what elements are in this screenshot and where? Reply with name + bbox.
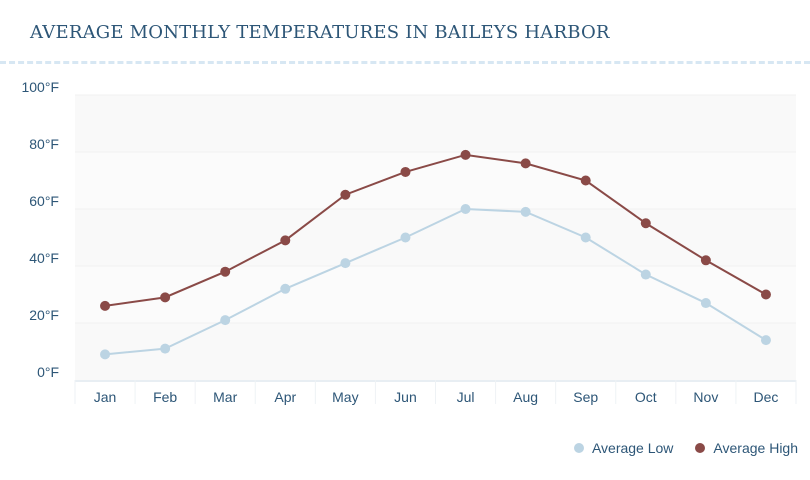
x-tick-label: Sep	[573, 389, 598, 405]
x-tick-label: Mar	[213, 389, 237, 405]
data-point-low	[460, 204, 471, 214]
data-point-low	[280, 283, 291, 294]
plot-band	[75, 152, 796, 209]
x-tick-label: Dec	[754, 389, 779, 405]
data-point-low	[340, 258, 351, 269]
data-point-low	[580, 232, 591, 243]
data-point-high	[760, 289, 771, 300]
chart-title: AVERAGE MONTHLY TEMPERATURES IN BAILEYS …	[30, 22, 610, 43]
data-point-high	[580, 175, 591, 186]
plot-band	[75, 266, 796, 323]
data-point-high	[700, 255, 711, 266]
x-tick-label: May	[332, 389, 358, 405]
data-point-high	[100, 300, 111, 311]
x-tick-label: Nov	[693, 389, 718, 405]
legend-item-low[interactable]: Average Low	[573, 440, 674, 456]
data-point-low	[100, 349, 111, 360]
x-tick-label: Feb	[153, 389, 177, 405]
x-tick-label: Oct	[635, 389, 657, 405]
y-tick-label: 40°F	[29, 250, 59, 266]
x-tick-label: Jan	[94, 389, 117, 405]
data-point-low	[700, 298, 711, 309]
data-point-high	[160, 292, 171, 303]
title-divider	[0, 61, 810, 64]
x-tick-label: Jun	[394, 389, 417, 405]
plot-band	[75, 95, 796, 152]
legend-item-high[interactable]: Average High	[695, 440, 798, 456]
data-point-high	[460, 149, 471, 160]
data-point-low	[220, 315, 231, 326]
plot-band	[75, 323, 796, 380]
x-tick-label: Apr	[274, 389, 296, 405]
data-point-low	[400, 232, 411, 243]
data-point-low	[640, 269, 651, 280]
data-point-low	[520, 206, 531, 217]
data-point-low	[760, 335, 771, 346]
series-line-high	[104, 153, 767, 307]
y-tick-label: 20°F	[29, 307, 59, 323]
data-point-high	[340, 189, 351, 200]
y-tick-label: 60°F	[29, 193, 59, 209]
data-point-high	[640, 218, 651, 229]
y-tick-label: 0°F	[37, 364, 59, 380]
legend-high-marker	[695, 443, 706, 453]
data-point-high	[400, 166, 411, 177]
x-tick-label: Aug	[513, 389, 538, 405]
legend: Average Low Average High	[573, 440, 798, 456]
data-point-high	[220, 266, 231, 277]
plot-band	[75, 209, 796, 266]
data-point-high	[520, 158, 531, 169]
series-line-low	[104, 207, 767, 356]
x-tick-label: Jul	[457, 389, 475, 405]
data-point-low	[160, 343, 171, 354]
legend-high-label: Average High	[713, 440, 798, 456]
y-tick-label: 100°F	[21, 79, 59, 95]
y-tick-label: 80°F	[29, 136, 59, 152]
data-point-high	[280, 235, 291, 246]
legend-low-label: Average Low	[591, 440, 674, 456]
legend-low-marker	[573, 443, 584, 453]
